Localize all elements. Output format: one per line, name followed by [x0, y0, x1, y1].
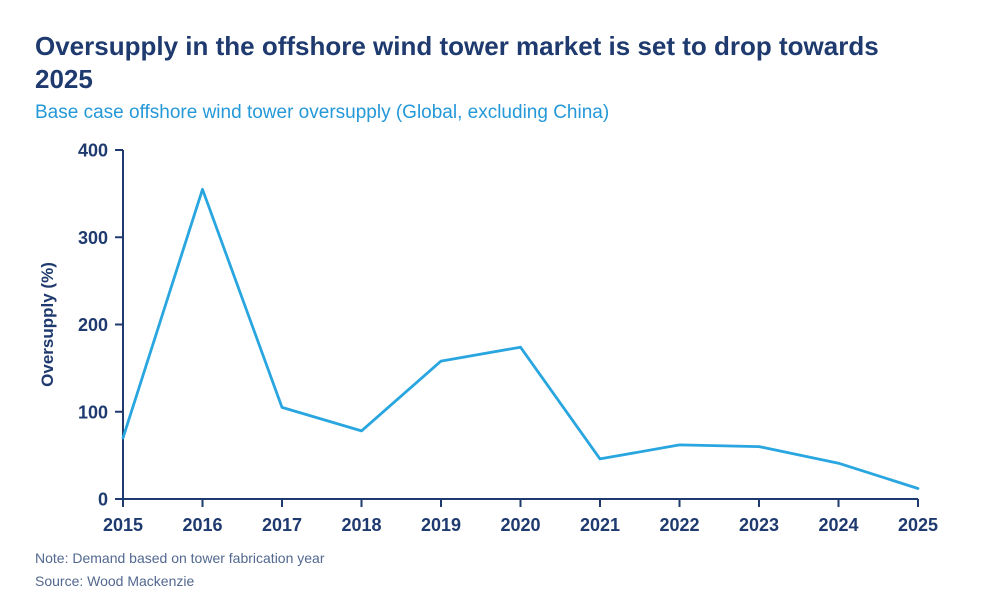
- page-title-line2: 2025: [35, 64, 93, 94]
- x-tick-label: 2019: [421, 515, 461, 535]
- x-tick-label: 2018: [341, 515, 381, 535]
- note-text: Note: Demand based on tower fabrication …: [35, 550, 325, 566]
- x-tick-label: 2015: [103, 515, 143, 535]
- y-tick-label: 200: [78, 315, 108, 335]
- y-tick-label: 300: [78, 228, 108, 248]
- x-tick-label: 2016: [182, 515, 222, 535]
- chart-subtitle: Base case offshore wind tower oversupply…: [35, 102, 610, 123]
- page-title-line1: Oversupply in the offshore wind tower ma…: [35, 31, 879, 61]
- x-tick-label: 2024: [818, 515, 858, 535]
- y-axis-title: Oversupply (%): [38, 262, 57, 387]
- x-tick-label: 2023: [739, 515, 779, 535]
- y-tick-label: 400: [78, 141, 108, 161]
- source-text: Source: Wood Mackenzie: [35, 573, 195, 589]
- page-title: Oversupply in the offshore wind tower ma…: [35, 30, 965, 96]
- x-tick-label: 2021: [580, 515, 620, 535]
- x-tick-label: 2020: [500, 515, 540, 535]
- x-tick-label: 2022: [659, 515, 699, 535]
- x-tick-label: 2017: [262, 515, 302, 535]
- x-tick-label: 2025: [898, 515, 938, 535]
- y-tick-label: 100: [78, 402, 108, 422]
- line-series: [121, 187, 920, 490]
- chart-footnotes: Note: Demand based on tower fabrication …: [35, 547, 325, 593]
- y-tick-label: 0: [98, 490, 108, 510]
